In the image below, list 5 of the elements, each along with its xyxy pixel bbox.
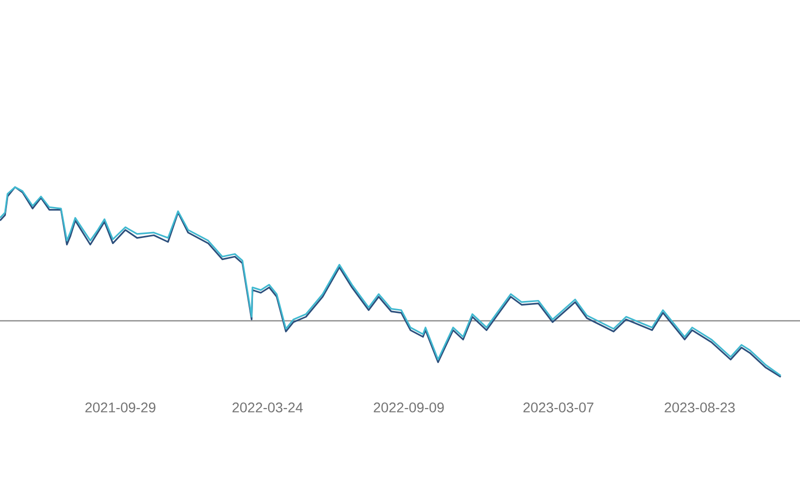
x-tick-label: 2021-09-29 — [85, 402, 156, 412]
x-tick-label: 2022-09-09 — [374, 402, 444, 412]
x-tick-label: 2022-03-24 — [232, 402, 303, 412]
x-tick-label: 2023-03-07 — [523, 402, 594, 412]
x-tick-label: 2023-08-23 — [664, 402, 735, 412]
